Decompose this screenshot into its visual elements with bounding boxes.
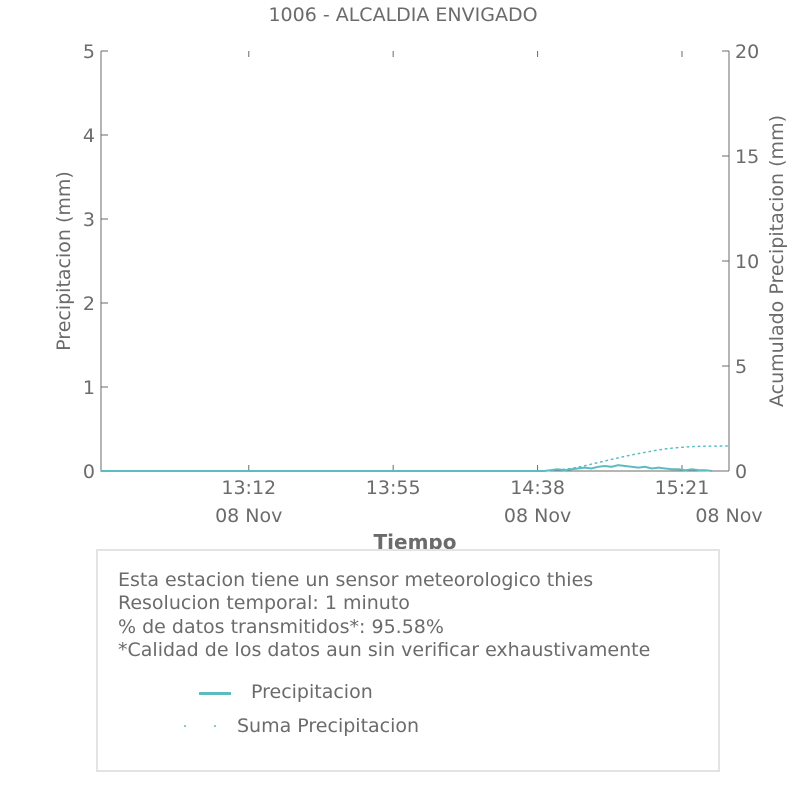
legend-suma-precipitacion-label: Suma Precipitacion bbox=[237, 715, 420, 737]
left-y-tick-label: 1 bbox=[83, 377, 95, 399]
left-y-tick-label: 0 bbox=[83, 461, 95, 483]
y-axis-right-label: Acumulado Precipitacion (mm) bbox=[766, 115, 788, 407]
info-quality-text: *Calidad de los datos aun sin verificar … bbox=[118, 639, 651, 661]
y-axis-label: Precipitacion (mm) bbox=[53, 171, 75, 351]
right-y-tick-label: 0 bbox=[735, 461, 747, 483]
legend-precipitacion-swatch bbox=[199, 692, 231, 695]
right-y-tick-label: 20 bbox=[735, 41, 759, 63]
x-tick-label: 13:12 bbox=[221, 477, 276, 499]
info-transmitted-text: % de datos transmitidos*: 95.58% bbox=[118, 616, 444, 638]
left-y-tick-label: 5 bbox=[83, 41, 95, 63]
left-y-tick-label: 2 bbox=[83, 293, 95, 315]
series-precipitacion bbox=[101, 464, 713, 472]
info-resolution-text: Resolucion temporal: 1 minuto bbox=[118, 592, 410, 614]
x-date-label: 08 Nov bbox=[504, 505, 571, 527]
left-y-tick-label: 4 bbox=[83, 125, 95, 147]
x-tick-label: 13:55 bbox=[366, 477, 421, 499]
legend-precipitacion-label: Precipitacion bbox=[251, 681, 373, 703]
chart-title: 1006 - ALCALDIA ENVIGADO bbox=[268, 4, 538, 26]
x-date-label: 08 Nov bbox=[215, 505, 282, 527]
right-y-tick-label: 5 bbox=[735, 356, 747, 378]
right-y-tick-label: 15 bbox=[735, 146, 759, 168]
precipitation-chart: 0 1 2 3 4 5 0 5 10 15 20 13:12 13:55 14:38 15:21 08 Nov… bbox=[53, 41, 788, 527]
right-y-tick-label: 10 bbox=[735, 251, 759, 273]
left-y-tick-label: 3 bbox=[83, 209, 95, 231]
info-sensor-text: Esta estacion tiene un sensor meteorolog… bbox=[118, 569, 594, 591]
info-legend-box: Esta estacion tiene un sensor meteorolog… bbox=[96, 549, 720, 772]
series-suma-precipitacion bbox=[100, 445, 730, 472]
x-tick-label: 14:38 bbox=[510, 477, 565, 499]
x-tick-label: 15:21 bbox=[655, 477, 710, 499]
legend-suma-precipitacion-swatch bbox=[184, 725, 220, 729]
x-date-label: 08 Nov bbox=[695, 505, 762, 527]
